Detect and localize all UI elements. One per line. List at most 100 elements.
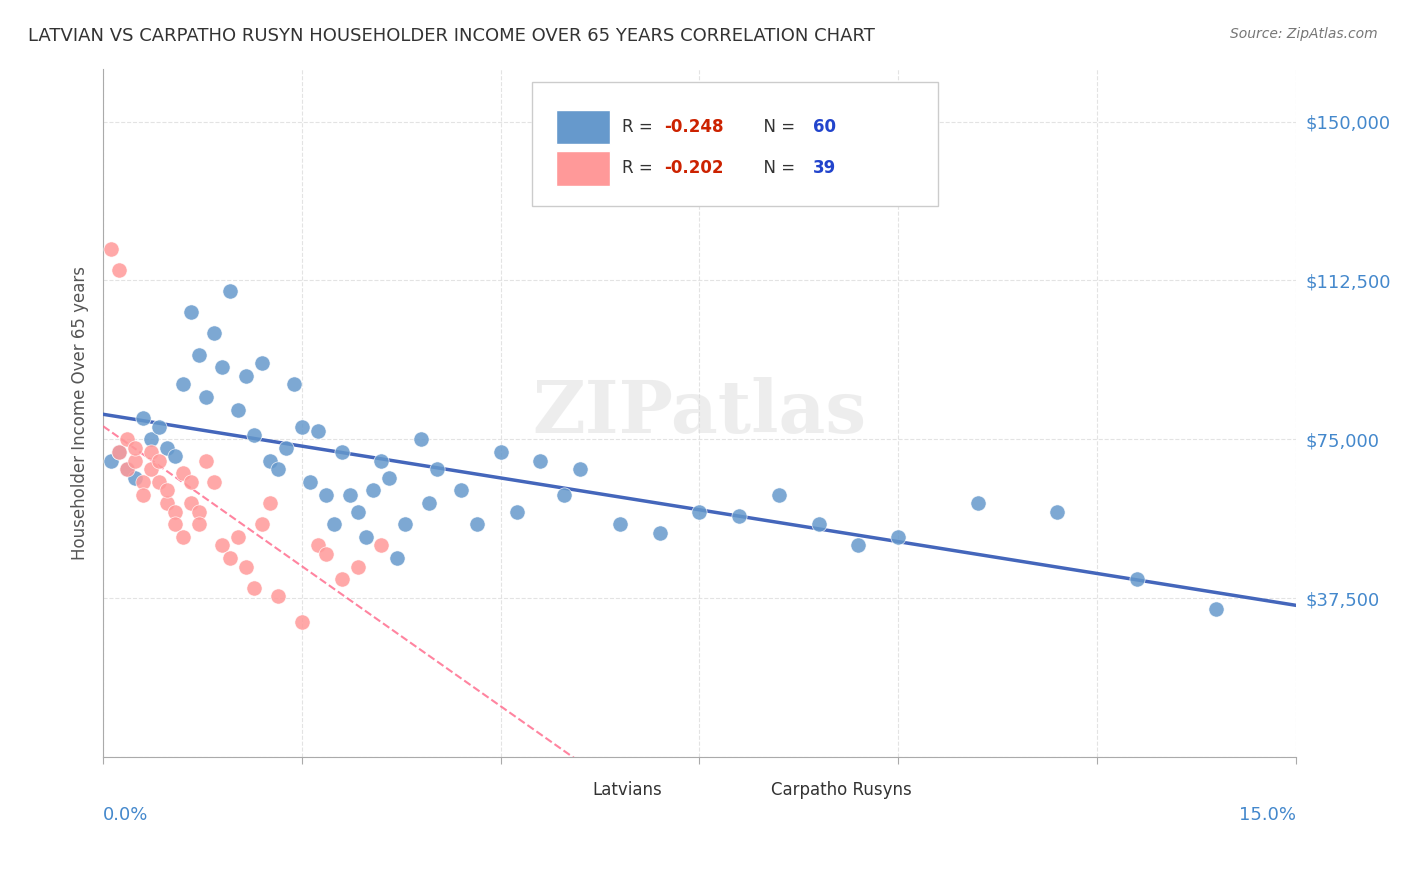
- Point: [250, 517, 273, 532]
- Point: [124, 453, 146, 467]
- Point: [108, 263, 131, 277]
- FancyBboxPatch shape: [557, 151, 610, 186]
- Point: [243, 581, 266, 595]
- Point: [235, 559, 257, 574]
- Point: [226, 530, 249, 544]
- Point: [204, 475, 226, 489]
- Point: [156, 496, 179, 510]
- Point: [219, 551, 242, 566]
- Point: [609, 517, 631, 532]
- Text: ZIPatlas: ZIPatlas: [533, 377, 866, 449]
- Point: [180, 496, 202, 510]
- Point: [172, 467, 194, 481]
- Point: [315, 487, 337, 501]
- Point: [768, 487, 790, 501]
- Point: [1205, 602, 1227, 616]
- Point: [330, 572, 353, 586]
- Point: [172, 530, 194, 544]
- Point: [187, 517, 209, 532]
- Point: [267, 462, 290, 476]
- Point: [108, 445, 131, 459]
- Point: [291, 615, 314, 629]
- Point: [139, 445, 162, 459]
- Text: 60: 60: [813, 118, 835, 136]
- Point: [505, 504, 527, 518]
- Point: [465, 517, 488, 532]
- Point: [267, 590, 290, 604]
- Point: [330, 445, 353, 459]
- Y-axis label: Householder Income Over 65 years: Householder Income Over 65 years: [72, 266, 89, 560]
- Text: Latvians: Latvians: [592, 780, 662, 798]
- Point: [426, 462, 449, 476]
- Point: [354, 530, 377, 544]
- Point: [148, 419, 170, 434]
- Point: [387, 551, 409, 566]
- Text: 0.0%: 0.0%: [103, 805, 149, 823]
- Point: [363, 483, 385, 498]
- Point: [172, 377, 194, 392]
- Point: [1046, 504, 1069, 518]
- Text: 39: 39: [813, 160, 837, 178]
- Point: [124, 441, 146, 455]
- Point: [250, 356, 273, 370]
- Point: [156, 483, 179, 498]
- Text: N =: N =: [754, 118, 800, 136]
- Point: [688, 504, 710, 518]
- Text: N =: N =: [754, 160, 800, 178]
- Point: [569, 462, 592, 476]
- Point: [728, 508, 751, 523]
- Point: [966, 496, 988, 510]
- Point: [204, 326, 226, 341]
- Point: [226, 402, 249, 417]
- Point: [180, 475, 202, 489]
- Point: [139, 462, 162, 476]
- Point: [115, 462, 138, 476]
- Point: [100, 453, 122, 467]
- Point: [115, 433, 138, 447]
- Point: [307, 538, 329, 552]
- Point: [370, 538, 392, 552]
- Text: Carpatho Rusyns: Carpatho Rusyns: [770, 780, 911, 798]
- Point: [529, 453, 551, 467]
- Point: [450, 483, 472, 498]
- Point: [807, 517, 830, 532]
- Point: [195, 453, 218, 467]
- Point: [274, 441, 297, 455]
- Point: [124, 470, 146, 484]
- Point: [163, 517, 186, 532]
- Point: [411, 433, 433, 447]
- Point: [315, 547, 337, 561]
- Text: -0.248: -0.248: [664, 118, 723, 136]
- Point: [163, 450, 186, 464]
- Point: [283, 377, 305, 392]
- Point: [291, 419, 314, 434]
- Point: [259, 453, 281, 467]
- Point: [346, 559, 368, 574]
- Text: 15.0%: 15.0%: [1239, 805, 1296, 823]
- Point: [378, 470, 401, 484]
- Point: [211, 538, 233, 552]
- Point: [187, 348, 209, 362]
- Point: [259, 496, 281, 510]
- Text: Source: ZipAtlas.com: Source: ZipAtlas.com: [1230, 27, 1378, 41]
- Text: R =: R =: [621, 160, 658, 178]
- Point: [307, 424, 329, 438]
- FancyBboxPatch shape: [717, 774, 765, 805]
- Point: [553, 487, 575, 501]
- Point: [156, 441, 179, 455]
- FancyBboxPatch shape: [533, 82, 938, 206]
- Point: [139, 433, 162, 447]
- Point: [243, 428, 266, 442]
- Point: [346, 504, 368, 518]
- FancyBboxPatch shape: [538, 774, 586, 805]
- Text: -0.202: -0.202: [664, 160, 723, 178]
- Point: [180, 305, 202, 319]
- Point: [148, 453, 170, 467]
- Point: [848, 538, 870, 552]
- Point: [187, 504, 209, 518]
- Point: [115, 462, 138, 476]
- Point: [298, 475, 321, 489]
- Point: [148, 475, 170, 489]
- Text: R =: R =: [621, 118, 658, 136]
- Point: [108, 445, 131, 459]
